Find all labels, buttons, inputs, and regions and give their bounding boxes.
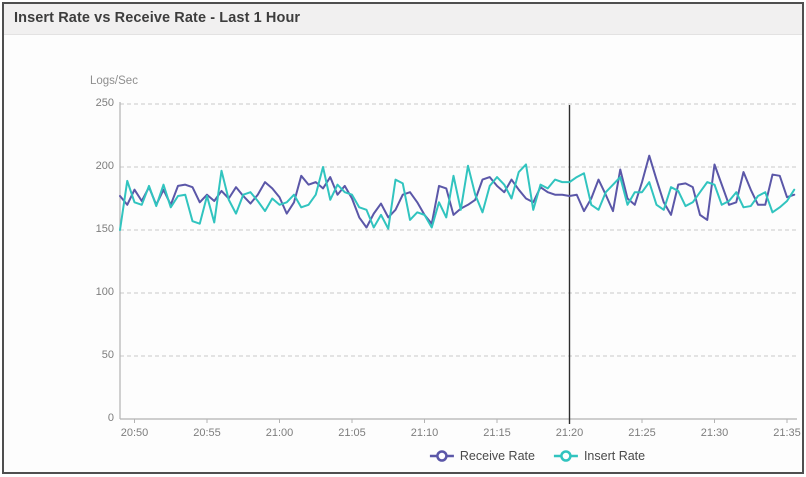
y-tick-label: 100 [95, 286, 114, 298]
line-chart-canvas [119, 102, 797, 424]
y-tick-label: 250 [95, 97, 114, 109]
y-tick-label: 50 [101, 349, 114, 361]
y-axis-title: Logs/Sec [90, 75, 138, 87]
chart-area: Logs/Sec 0 50 100 150 200 250 20:50 20:55 21:00 2… [4, 35, 802, 472]
x-tick-label: 21:00 [265, 427, 294, 439]
receive-rate-line[interactable] [119, 154, 796, 229]
chart-legend: Receive Rate Insert Rate [429, 449, 645, 463]
y-tick-label: 150 [95, 223, 114, 235]
x-tick-label: 21:20 [555, 427, 584, 439]
x-tick-label: 20:50 [120, 427, 149, 439]
legend-item-insert-rate[interactable]: Insert Rate [553, 449, 645, 463]
x-tick-label: 21:05 [338, 427, 366, 439]
insert-rate-line[interactable] [119, 163, 796, 231]
x-tick-label: 21:25 [628, 427, 656, 439]
title-bar: Insert Rate vs Receive Rate - Last 1 Hou… [4, 4, 802, 35]
x-tick-label: 21:15 [483, 427, 511, 439]
y-tick-label: 200 [95, 160, 114, 172]
legend-label: Receive Rate [459, 449, 535, 463]
legend-marker-icon [429, 450, 454, 462]
legend-marker-icon [553, 450, 578, 462]
page-title: Insert Rate vs Receive Rate - Last 1 Hou… [14, 10, 301, 26]
x-tick-label: 21:30 [700, 427, 729, 439]
legend-item-receive-rate[interactable]: Receive Rate [429, 449, 535, 463]
x-tick-label: 20:55 [193, 427, 221, 439]
y-tick-label: 0 [107, 412, 114, 424]
x-tick-label: 21:35 [773, 427, 801, 439]
x-tick-label: 21:10 [410, 427, 439, 439]
legend-label: Insert Rate [583, 449, 646, 463]
